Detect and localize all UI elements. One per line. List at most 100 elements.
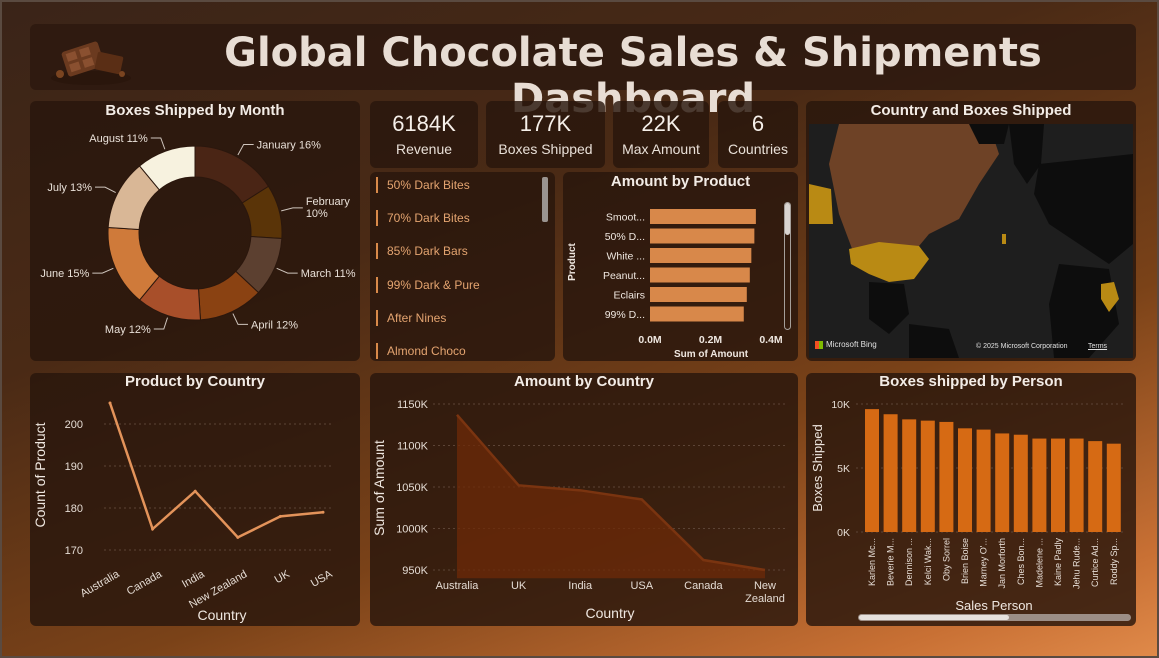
header-bar: Global Chocolate Sales & Shipments Dashb… xyxy=(30,24,1136,122)
boxes-by-person-title: Boxes shipped by Person xyxy=(879,373,1063,390)
slicer-item[interactable]: 70% Dark Bites xyxy=(376,210,470,226)
bbp-x-tick: Marney O'... xyxy=(979,538,989,587)
kpi-max-value: 22K xyxy=(641,111,681,136)
bbp-x-tick: Roddy Sp... xyxy=(1109,538,1119,585)
donut-label: 10% xyxy=(306,208,328,220)
pbc-x-tick: India xyxy=(180,568,207,591)
pbc-point xyxy=(151,527,155,531)
abc-x-tick: Australia xyxy=(436,580,480,592)
donut-label: February xyxy=(306,196,351,208)
world-map[interactable] xyxy=(809,124,1133,358)
person-bar xyxy=(1088,441,1103,532)
person-bar xyxy=(958,428,972,532)
pbc-x-axis-label: Country xyxy=(197,607,246,623)
bbp-x-tick: Jan Morforth xyxy=(997,538,1007,589)
product-by-country-card[interactable]: Product by Country 170 180 190 200 Australia… xyxy=(30,373,360,626)
pbc-point xyxy=(321,510,325,514)
abc-x-tick: Zealand xyxy=(745,593,785,605)
abc-x-tick: USA xyxy=(630,580,653,592)
product-x-axis-label: Sum of Amount xyxy=(674,349,749,360)
bbp-x-tick: Beverie M... xyxy=(886,538,896,586)
slicer-item[interactable]: 50% Dark Bites xyxy=(376,177,470,193)
map-terms-link[interactable]: Terms xyxy=(1088,343,1108,350)
product-bar xyxy=(650,248,752,263)
product-y-axis-label: Product xyxy=(567,242,578,280)
country-map-title: Country and Boxes Shipped xyxy=(870,102,1072,119)
product-bar xyxy=(650,228,755,244)
product-bar xyxy=(650,287,747,302)
bbp-y-tick: 5K xyxy=(837,463,850,475)
kpi-boxes-label: Boxes Shipped xyxy=(498,141,593,157)
pbc-point xyxy=(278,514,282,518)
product-chart-scrollbar[interactable] xyxy=(784,202,791,330)
pbc-x-tick: UK xyxy=(273,568,293,586)
pbc-y-tick: 180 xyxy=(65,503,83,515)
kpi-countries: 6 Countries xyxy=(718,101,798,168)
boxes-by-person-card[interactable]: Boxes shipped by Person 0K 5K 10K Karlen Mc… xyxy=(806,373,1136,626)
pbc-y-tick: 190 xyxy=(65,461,83,473)
slicer-item[interactable]: Almond Choco xyxy=(376,343,466,359)
product-by-country-title: Product by Country xyxy=(124,373,265,390)
product-slicer[interactable]: 50% Dark Bites 70% Dark Bites 85% Dark B… xyxy=(370,172,555,361)
bbp-x-tick: Brien Boise xyxy=(960,538,970,584)
bbp-x-tick: Jehu Rude... xyxy=(1072,538,1082,589)
bbp-y-axis-label: Boxes Shipped xyxy=(810,424,825,511)
abc-y-tick: 950K xyxy=(402,565,428,577)
bbp-x-tick: Karlen Mc... xyxy=(867,538,877,586)
person-chart-scroll-thumb[interactable] xyxy=(859,615,1009,620)
bbp-x-tick: Oby Sorrel xyxy=(941,538,951,581)
product-bar xyxy=(650,306,744,322)
kpi-revenue-label: Revenue xyxy=(395,141,453,157)
kpi-boxes-shipped: 177K Boxes Shipped xyxy=(486,101,605,168)
slicer-item[interactable]: 99% Dark & Pure xyxy=(376,277,480,293)
amount-by-product-chart: Smoot... 50% D... White ... Peanut... Eclair… xyxy=(567,209,783,360)
pbc-x-tick: Canada xyxy=(125,568,165,598)
product-bar xyxy=(650,267,750,283)
donut-label: May 12% xyxy=(105,324,151,336)
amount-by-product-card[interactable]: Amount by Product Smoot... 50% D... White … xyxy=(563,172,798,361)
bing-logo xyxy=(815,341,823,349)
person-bar xyxy=(1032,438,1047,532)
dashboard-title: Global Chocolate Sales & Shipments Dashb… xyxy=(224,30,1042,122)
bbp-x-axis-label: Sales Person xyxy=(955,598,1032,613)
kpi-countries-label: Countries xyxy=(728,141,788,157)
boxes-by-month-title: Boxes Shipped by Month xyxy=(105,102,285,119)
map-logo-text: Microsoft Bing xyxy=(826,340,877,349)
slicer-item[interactable]: 85% Dark Bars xyxy=(376,243,468,259)
abc-y-tick: 1050K xyxy=(396,482,428,494)
boxes-by-person-chart: 0K 5K 10K Karlen Mc... Beverie M... Dennison … xyxy=(810,399,1126,613)
kpi-boxes-value: 177K xyxy=(519,111,572,136)
product-bar xyxy=(650,209,756,224)
donut-leader-line xyxy=(276,267,298,274)
product-tick-label: Peanut... xyxy=(603,270,645,282)
product-chart-scroll-thumb[interactable] xyxy=(785,203,790,235)
pbc-y-tick: 170 xyxy=(65,545,83,557)
boxes-by-month-card[interactable]: Boxes Shipped by Month January 16% Februa… xyxy=(30,101,360,361)
bbp-y-tick: 0K xyxy=(837,527,850,539)
abc-y-tick: 1150K xyxy=(397,399,429,411)
amount-by-product-title: Amount by Product xyxy=(610,173,751,190)
abc-area xyxy=(457,414,765,579)
person-bar xyxy=(1013,434,1028,532)
donut-leader-line xyxy=(237,143,254,156)
person-bar xyxy=(865,409,879,532)
pbc-x-tick: Australia xyxy=(78,568,122,600)
pbc-point xyxy=(236,535,240,539)
slicer-scrollbar[interactable] xyxy=(542,177,548,222)
product-tick-label: 50% D... xyxy=(605,231,645,243)
donut-label: April 12% xyxy=(251,319,298,331)
kpi-max-amount: 22K Max Amount xyxy=(613,101,709,168)
amount-by-country-card[interactable]: Amount by Country 950K 1000K 1050K 1100K 115… xyxy=(370,373,798,626)
person-bar xyxy=(1069,438,1084,532)
donut-label: August 11% xyxy=(89,133,148,145)
slicer-item[interactable]: After Nines xyxy=(376,310,446,326)
chocolate-logo-icon xyxy=(51,41,131,85)
country-map-card[interactable]: Country and Boxes Shipped Microsoft Bing… xyxy=(806,101,1136,361)
donut-leader-line xyxy=(95,186,116,194)
bbp-x-tick: Kelci Wak... xyxy=(923,538,933,585)
donut-label: January 16% xyxy=(257,139,321,151)
abc-y-tick: 1100K xyxy=(397,441,429,453)
donut-leader-line xyxy=(281,207,303,212)
